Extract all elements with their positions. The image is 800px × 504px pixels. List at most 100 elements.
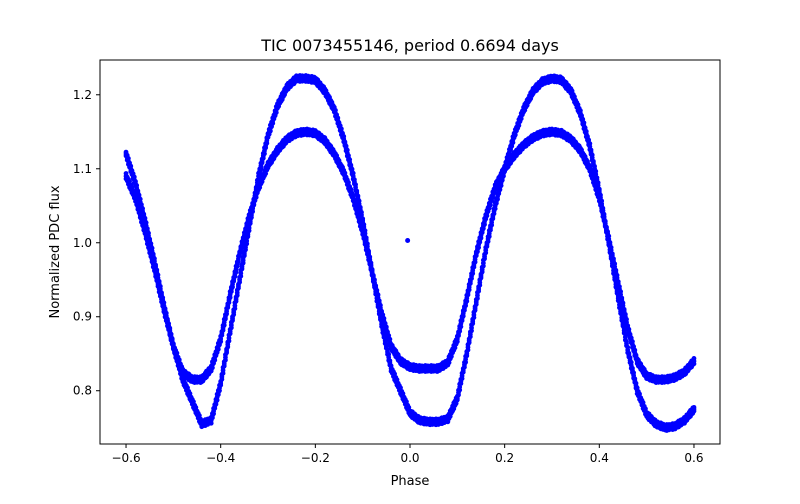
data-point [141,222,147,228]
x-tick-label: 0.0 [400,451,419,465]
data-point [405,238,411,244]
data-point [135,201,141,207]
data-point [370,272,376,278]
data-point [159,294,164,299]
data-point [155,279,161,284]
data-point [613,267,619,273]
data-point [139,213,144,219]
data-point [643,406,648,412]
data-point [348,186,354,192]
data-point [342,170,348,176]
data-point [632,347,638,353]
data-point [622,311,628,317]
data-point [630,365,635,371]
data-point [153,268,159,274]
y-tick-label: 0.8 [73,384,92,398]
y-tick-label: 1.2 [73,88,92,102]
data-point [381,316,387,321]
data-point [161,304,167,310]
data-point [342,139,348,145]
data-point [593,168,599,174]
data-point [357,217,363,223]
data-point [626,350,632,356]
data-point [131,174,137,180]
x-tick-label: −0.2 [301,451,330,465]
data-point [627,355,633,361]
data-point [617,284,622,289]
data-point [354,205,360,211]
data-point [637,391,642,397]
data-point [149,254,155,260]
y-tick-label: 1.1 [73,162,92,176]
data-point [350,170,356,176]
x-tick-label: 0.6 [684,451,703,465]
data-point [355,193,361,199]
data-point [387,358,393,364]
data-point [168,331,174,337]
data-point [404,399,409,405]
data-point [344,147,350,153]
data-point [142,227,148,233]
data-point [146,240,151,246]
data-point [587,141,593,147]
data-point [382,320,388,326]
data-point [625,344,631,350]
data-point [133,179,138,184]
data-point [156,283,162,289]
data-point [607,240,613,245]
data-point [630,339,635,344]
data-point [633,380,639,386]
data-point [598,199,603,204]
data-point [608,245,614,250]
data-point [579,113,584,118]
data-points [123,73,697,433]
data-point [594,175,600,181]
x-axis-ticks: −0.6 −0.4 −0.2 0.0 0.2 0.4 0.6 [111,444,704,465]
data-point [615,279,621,284]
y-tick-label: 0.9 [73,310,92,324]
data-point [333,107,338,113]
data-point [354,188,360,194]
data-point [626,326,632,332]
x-tick-label: 0.2 [495,451,514,465]
data-point [355,210,361,216]
data-point [359,222,364,228]
data-point [144,235,150,241]
data-point [187,391,193,396]
data-point [170,341,176,347]
data-point [335,115,341,121]
data-point [625,323,631,329]
data-point [169,337,175,342]
data-point [386,352,392,357]
data-point [588,147,594,153]
data-point [140,206,145,212]
y-tick-label: 1.0 [73,236,92,250]
x-tick-label: −0.6 [111,451,140,465]
data-point [351,177,357,182]
data-point [590,158,596,164]
data-point [632,376,638,382]
data-point [387,336,393,342]
data-point [628,359,634,365]
data-point [176,357,182,363]
data-point [406,405,412,410]
data-point [356,214,362,220]
data-point [691,356,697,361]
data-point [582,125,588,131]
data-point [154,274,160,280]
data-point [128,163,134,169]
data-point [621,306,627,312]
data-point [165,318,170,323]
data-point [614,272,620,278]
data-point [585,133,590,139]
data-point [619,295,625,301]
data-point [618,289,624,294]
data-point [351,197,357,202]
y-axis-label: Normalized PDC flux [48,185,63,318]
data-point [136,206,142,212]
data-point [569,88,575,94]
data-point [628,335,634,341]
data-point [633,352,639,358]
data-point [166,323,172,329]
